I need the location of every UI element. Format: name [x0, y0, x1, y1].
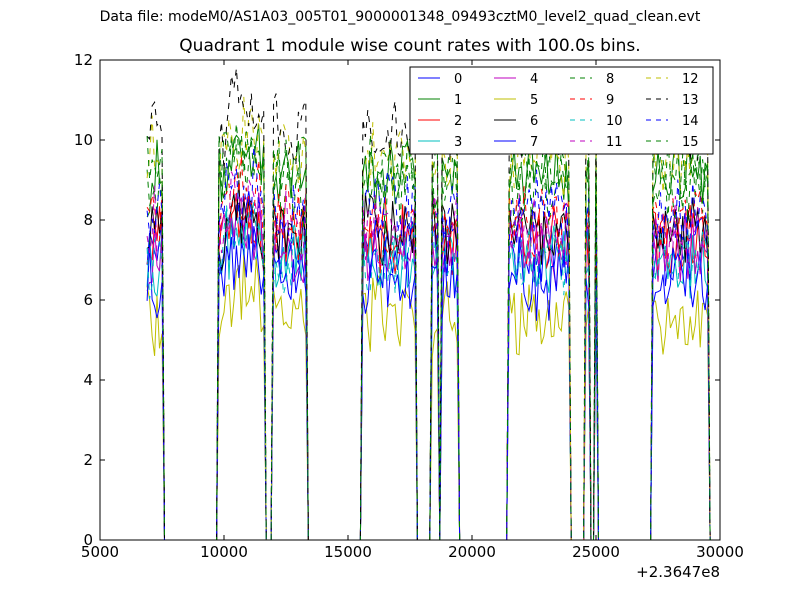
legend-label-8: 8 — [606, 72, 614, 87]
legend-label-9: 9 — [606, 93, 614, 108]
legend-label-3: 3 — [454, 135, 462, 150]
series-line-9 — [146, 155, 711, 541]
data-file-suptitle: Data file: modeM0/AS1A03_005T01_90000013… — [99, 9, 701, 25]
x-tick-label: 25000 — [572, 543, 620, 561]
x-axis: 5000 10000 15000 20000 25000 30000 — [81, 60, 744, 561]
legend-label-15: 15 — [682, 135, 699, 150]
legend-label-13: 13 — [682, 93, 699, 108]
x-offset-label: +2.3647e8 — [636, 563, 720, 581]
legend-label-12: 12 — [682, 72, 699, 87]
legend-label-1: 1 — [454, 93, 462, 108]
x-tick-label: 20000 — [448, 543, 496, 561]
legend-label-2: 2 — [454, 114, 462, 129]
y-tick-label: 12 — [74, 51, 93, 69]
legend-label-0: 0 — [454, 72, 462, 87]
x-tick-label: 30000 — [696, 543, 744, 561]
y-tick-label: 2 — [83, 451, 93, 469]
y-tick-label: 8 — [83, 211, 93, 229]
legend-label-14: 14 — [682, 114, 699, 129]
series-line-12 — [146, 96, 711, 541]
series-line-7 — [146, 226, 711, 541]
series-line-5 — [146, 255, 711, 541]
series-line-3 — [146, 208, 711, 541]
series-line-15 — [146, 123, 711, 541]
series-line-11 — [146, 171, 711, 541]
y-tick-label: 6 — [83, 291, 93, 309]
x-tick-label: 10000 — [200, 543, 248, 561]
legend-label-6: 6 — [530, 114, 538, 129]
x-tick-label: 5000 — [81, 543, 119, 561]
series-line-10 — [146, 202, 711, 541]
y-tick-label: 4 — [83, 371, 93, 389]
legend-box — [409, 66, 714, 155]
series-line-8 — [146, 134, 711, 541]
legend-label-11: 11 — [606, 135, 623, 150]
chart-title: Quadrant 1 module wise count rates with … — [179, 36, 641, 56]
legend-label-10: 10 — [606, 114, 623, 129]
legend-label-7: 7 — [530, 135, 538, 150]
legend-label-4: 4 — [530, 72, 538, 87]
legend-label-5: 5 — [530, 93, 538, 108]
x-tick-label: 15000 — [324, 543, 372, 561]
y-tick-label: 0 — [83, 531, 93, 549]
y-tick-label: 10 — [74, 131, 93, 149]
